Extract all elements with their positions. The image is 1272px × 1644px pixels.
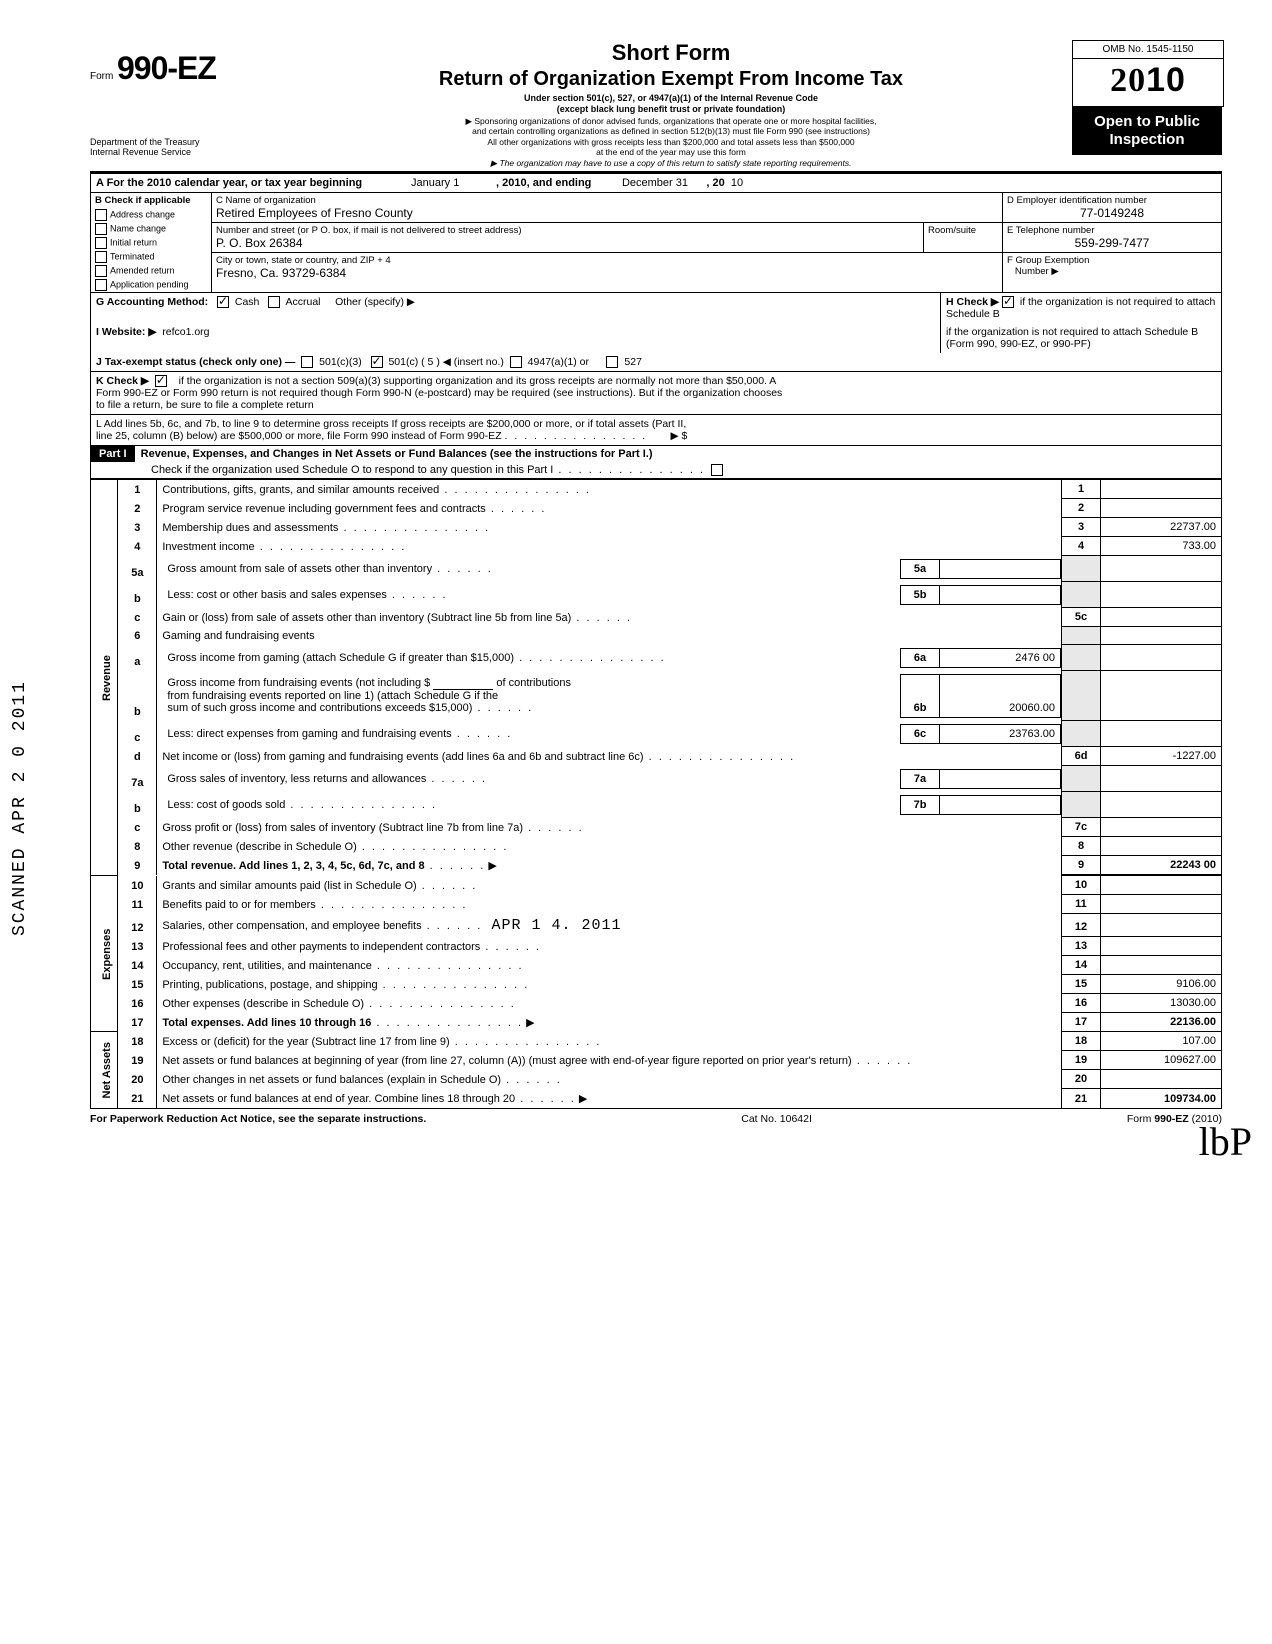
section-f-label2: Number ▶ [1015,266,1059,277]
subtitle-2: (except black lung benefit trust or priv… [278,104,1064,115]
section-b-header: B Check if applicable [95,195,191,206]
label-amended: Amended return [110,265,175,275]
checkbox-terminated[interactable] [95,251,107,263]
section-c-label: C Name of organization [216,195,998,206]
title-short-form: Short Form [278,40,1064,66]
street-value: P. O. Box 26384 [216,236,919,250]
label-name-change: Name change [110,223,166,233]
city-label: City or town, state or country, and ZIP … [216,255,998,266]
checkbox-name-change[interactable] [95,223,107,235]
title-return: Return of Organization Exempt From Incom… [278,68,1064,91]
website: refco1.org [162,326,209,338]
subtitle-6: at the end of the year may use this form [278,147,1064,158]
open-to-public: Open to Public Inspection [1072,107,1222,155]
dept-treasury: Department of the Treasury Internal Reve… [90,137,270,157]
part1-header: Part I Revenue, Expenses, and Changes in… [90,446,1222,479]
form-header: Form 990-EZ Department of the Treasury I… [90,40,1222,169]
label-initial-return: Initial return [110,237,157,247]
label-pending: Application pending [110,279,189,289]
section-d-label: D Employer identification number [1007,195,1217,206]
line-j: J Tax-exempt status (check only one) — 5… [90,353,1222,372]
section-f-label: F Group Exemption [1007,255,1089,266]
line-g: G Accounting Method: Cash Accrual Other … [91,293,940,323]
checkbox-cash[interactable] [217,296,229,308]
handwritten-initial: lbP [1199,1118,1252,1165]
label-address-change: Address change [110,209,175,219]
checkbox-initial-return[interactable] [95,237,107,249]
vlabel-revenue: Revenue [91,480,118,876]
checkbox-k[interactable] [155,375,167,387]
page-footer: For Paperwork Reduction Act Notice, see … [90,1113,1222,1125]
checkbox-accrual[interactable] [268,296,280,308]
form-number: Form 990-EZ [90,50,270,87]
line-l: L Add lines 5b, 6c, and 7b, to line 9 to… [90,415,1222,446]
part1-table: Revenue 1Contributions, gifts, grants, a… [90,479,1222,1109]
line-a-period: A For the 2010 calendar year, or tax yea… [90,173,1222,192]
line-i: I Website: ▶ refco1.org [91,323,940,353]
subtitle-1: Under section 501(c), 527, or 4947(a)(1)… [278,93,1064,104]
section-e-label: E Telephone number [1007,225,1217,236]
subtitle-7: ▶ The organization may have to use a cop… [278,158,1064,169]
checkbox-4947[interactable] [510,356,522,368]
room-label: Room/suite [928,225,998,236]
checkbox-address-change[interactable] [95,209,107,221]
checkbox-amended[interactable] [95,265,107,277]
checkbox-schedule-o[interactable] [711,464,723,476]
line-h: H Check ▶ if the organization is not req… [940,293,1221,323]
subtitle-3: ▶ Sponsoring organizations of donor advi… [278,116,1064,127]
checkbox-sched-b[interactable] [1002,296,1014,308]
subtitle-4: and certain controlling organizations as… [278,126,1064,137]
city-value: Fresno, Ca. 93729-6384 [216,266,998,280]
line-h-cont: if the organization is not required to a… [940,323,1221,353]
ein: 77-0149248 [1007,206,1217,220]
telephone: 559-299-7477 [1007,236,1217,250]
label-terminated: Terminated [110,251,155,261]
org-name: Retired Employees of Fresno County [216,206,998,220]
line-k: K Check ▶ if the organization is not a s… [90,372,1222,415]
street-label: Number and street (or P O. box, if mail … [216,225,919,236]
header-info-table: B Check if applicable Address change Nam… [90,192,1222,293]
vlabel-expenses: Expenses [91,876,118,1032]
checkbox-527[interactable] [606,356,618,368]
checkbox-501c3[interactable] [301,356,313,368]
checkbox-501c[interactable] [371,356,383,368]
checkbox-pending[interactable] [95,279,107,291]
scanned-side-stamp: SCANNED APR 2 0 2011 [10,680,30,936]
tax-year: 2010 [1073,59,1223,106]
subtitle-5: All other organizations with gross recei… [278,137,1064,148]
vlabel-net-assets: Net Assets [91,1032,118,1109]
omb-number: OMB No. 1545-1150 [1073,41,1223,59]
received-stamp: APR 1 4. 2011 [491,917,621,934]
